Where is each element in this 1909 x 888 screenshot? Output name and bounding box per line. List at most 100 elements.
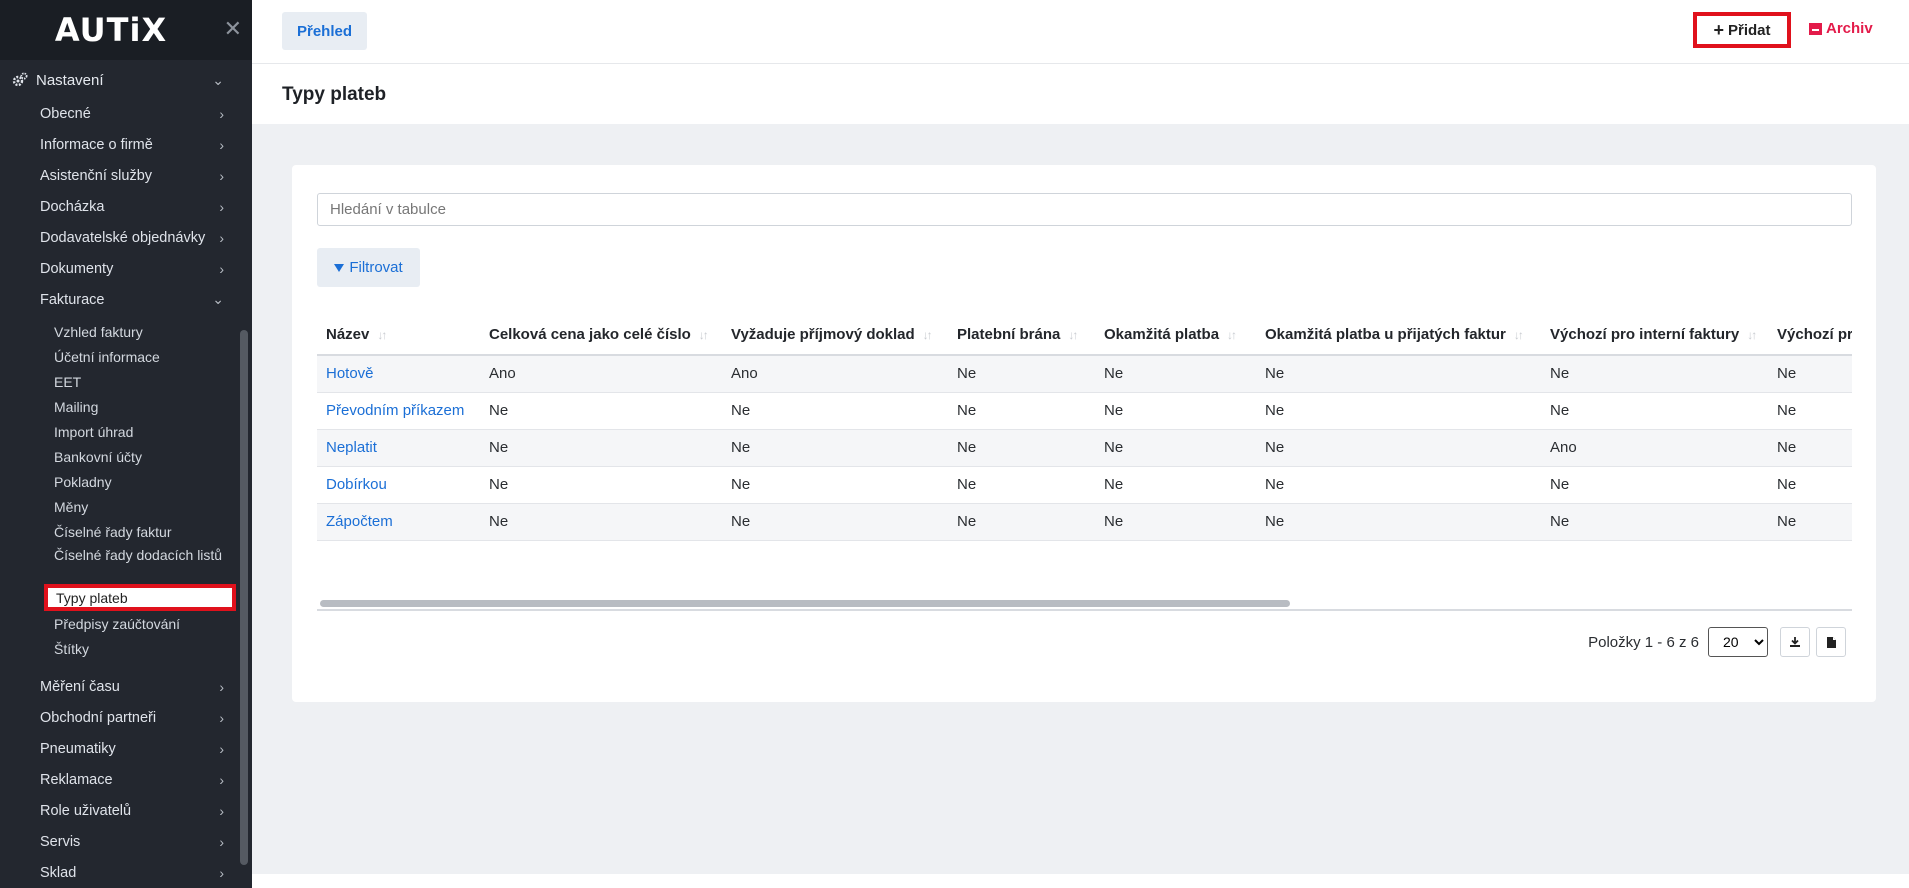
sidebar-subitems: Vzhled faktury Účetní informace EET Mail… [0, 315, 252, 661]
sidebar-item-dodavatelske-objednavky[interactable]: Dodavatelské objednávky › [0, 222, 252, 253]
sidebar-subitem-bankovni-ucty[interactable]: Bankovní účty [54, 448, 142, 465]
table-cell: Ne [1541, 540, 1768, 551]
sort-icon[interactable]: ↓↑ [1227, 328, 1237, 342]
sidebar-item-label: Role uživatelů [40, 802, 132, 819]
sort-icon[interactable]: ↓↑ [922, 328, 933, 342]
chevron-right-icon: › [219, 833, 224, 850]
chevron-right-icon: › [219, 167, 224, 184]
sidebar-item-pneumatiky[interactable]: Pneumatiky › [0, 733, 252, 764]
payment-types-table: Název ↓↑ Celková cena jako celé číslo ↓↑ V… [317, 315, 1852, 551]
sidebar-item-role-uzivatelu[interactable]: Role uživatelů › [0, 795, 252, 826]
filter-button[interactable]: Filtrovat [317, 248, 420, 287]
sidebar-subitem-predpisy-zauctovani[interactable]: Předpisy zaúčtování [54, 615, 181, 632]
sort-icon[interactable]: ↓↑ [698, 328, 709, 342]
sort-icon[interactable]: ↓↑ [1747, 328, 1757, 342]
table-cell: Ne [948, 429, 1095, 467]
table-search-input[interactable] [317, 193, 1852, 226]
sidebar-subitem-import-uhrad[interactable]: Import úhrad [54, 423, 134, 440]
tab-prehled[interactable]: Přehled [282, 12, 368, 50]
sidebar-subitem-pokladny[interactable]: Pokladny [54, 473, 112, 490]
table-cell: Ne [1541, 355, 1768, 393]
table-horizontal-scrollbar[interactable] [317, 597, 1852, 611]
logo[interactable]: AUTiX [54, 11, 168, 49]
table-cell: Ne [1768, 429, 1852, 467]
column-header-celkova-cena[interactable]: Celková cena jako celé číslo ↓↑ [480, 315, 722, 356]
chevron-right-icon: › [219, 136, 224, 153]
table-cell: Ne [722, 392, 948, 430]
sort-icon[interactable]: ↓↑ [1068, 328, 1078, 342]
table-cell: Ne [1095, 392, 1256, 430]
sidebar-subitem-stitky[interactable]: Štítky [54, 640, 90, 657]
scrollbar-thumb[interactable] [320, 600, 1290, 607]
table-cell: Ne [480, 540, 722, 551]
sidebar-subitem-ucetni-informace[interactable]: Účetní informace [54, 348, 160, 365]
sidebar-item-obecne[interactable]: Obecné › [0, 98, 252, 129]
add-button[interactable]: + Přidat [1693, 12, 1791, 48]
sidebar-subitem-vzhled-faktury[interactable]: Vzhled faktury [54, 323, 143, 340]
sidebar-subitem-mailing[interactable]: Mailing [54, 398, 99, 415]
sidebar-subitem-meny[interactable]: Měny [54, 498, 89, 515]
sidebar-item-fakturace[interactable]: Fakturace ⌄ [0, 284, 252, 315]
export-file-button[interactable] [1816, 627, 1846, 657]
sidebar-item-dokumenty[interactable]: Dokumenty › [0, 253, 252, 284]
table-cell: Ne [1541, 466, 1768, 504]
table-cell: Ne [1256, 429, 1541, 467]
archive-button[interactable]: Archiv [1809, 20, 1873, 37]
sidebar-subitem-ciselne-rady-dodacich-listu[interactable]: Číselné řady dodacích listů [54, 547, 223, 563]
sidebar-item-dochazka[interactable]: Docházka › [0, 191, 252, 222]
sidebar-item-label: Informace o firmě [40, 136, 153, 153]
archive-icon [1809, 22, 1822, 35]
filter-icon [334, 263, 345, 272]
sidebar-item-reklamace[interactable]: Reklamace › [0, 764, 252, 795]
export-button[interactable] [1780, 627, 1810, 657]
column-header-okamzita-platba-prijate[interactable]: Okamžitá platba u přijatých faktur ↓↑ [1256, 315, 1541, 356]
sidebar-subitem-ciselne-rady-faktur[interactable]: Číselné řady faktur [54, 523, 172, 540]
sort-icon[interactable]: ↓↑ [1513, 328, 1524, 342]
column-header-vychozi-interni[interactable]: Výchozí pro interní faktury ↓↑ [1541, 315, 1768, 356]
close-icon[interactable]: ✕ [223, 16, 242, 41]
table-cell: Ne [1768, 503, 1852, 541]
file-icon [1826, 636, 1836, 648]
sidebar-section-label: Nastavení [36, 71, 104, 89]
page-size-select[interactable]: 20 [1708, 627, 1768, 657]
sort-icon[interactable]: ↓↑ [377, 328, 387, 342]
table-cell: Ne [948, 466, 1095, 504]
column-header-platebni-brana[interactable]: Platební brána ↓↑ [948, 315, 1095, 356]
sidebar-subitem-eet[interactable]: EET [54, 373, 82, 390]
table-cell: Ne [1768, 392, 1852, 430]
row-name-link[interactable]: Hotově [317, 355, 480, 393]
table-row: Hotově Ano Ano Ne Ne Ne Ne Ne [317, 355, 1852, 393]
sidebar-section-nastaveni[interactable]: Nastavení ⌄ [0, 62, 252, 98]
sidebar-item-obchodni-partneri[interactable]: Obchodní partneři › [0, 702, 252, 733]
sidebar-item-asistencni-sluzby[interactable]: Asistenční služby › [0, 160, 252, 191]
row-name-link[interactable]: Neplatit [317, 429, 480, 467]
column-header-nazev[interactable]: Název ↓↑ [317, 315, 480, 356]
table-cell: Ano [722, 355, 948, 393]
sidebar-item-informace-o-firme[interactable]: Informace o firmě › [0, 129, 252, 160]
table-container: Název ↓↑ Celková cena jako celé číslo ↓↑ V… [317, 315, 1852, 551]
sidebar-item-mereni-casu[interactable]: Měření času › [0, 671, 252, 702]
sidebar-item-servis[interactable]: Servis › [0, 826, 252, 857]
table-cell: Ne [722, 466, 948, 504]
row-name-link[interactable]: Zápočtem [317, 503, 480, 541]
row-name-link[interactable]: Dobírkou [317, 466, 480, 504]
sidebar-item-label: Obchodní partneři [40, 709, 157, 726]
sidebar-subitem-typy-plateb[interactable]: Typy plateb [44, 584, 236, 611]
sidebar-scrollbar[interactable] [240, 330, 248, 865]
chevron-right-icon: › [219, 105, 224, 122]
sidebar-item-sklad[interactable]: Sklad › [0, 857, 252, 888]
chevron-right-icon: › [219, 229, 224, 246]
chevron-right-icon: › [219, 260, 224, 277]
plus-icon: + [1713, 19, 1724, 40]
table-cell: Ne [480, 503, 722, 541]
table-cell: Ne [1256, 466, 1541, 504]
column-header-vyzaduje-prijmovy-doklad[interactable]: Vyžaduje příjmový doklad ↓↑ [722, 315, 948, 356]
table-cell: Ne [1256, 392, 1541, 430]
column-header-okamzita-platba[interactable]: Okamžitá platba ↓↑ [1095, 315, 1256, 356]
column-header-vychozi-pro[interactable]: Výchozí pro [1768, 315, 1852, 356]
row-name-link[interactable]: Převodním příkazem [317, 392, 480, 430]
gears-icon [12, 72, 28, 88]
table-cell: Ne [1095, 466, 1256, 504]
row-name-link[interactable]: Platební kartou [317, 540, 480, 551]
page-title: Typy plateb [282, 84, 387, 105]
